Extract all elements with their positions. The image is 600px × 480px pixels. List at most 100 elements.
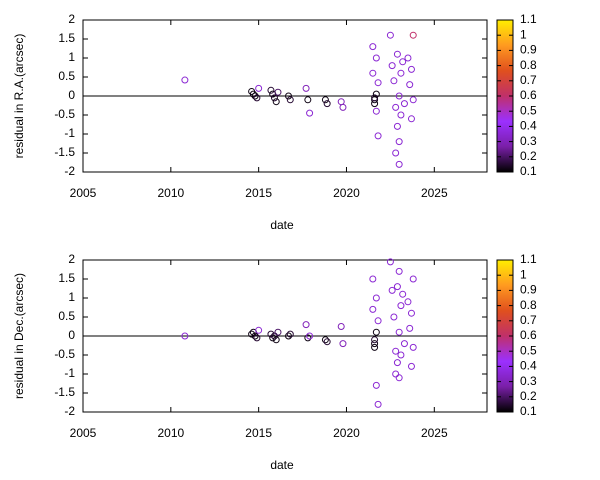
data-point — [321, 336, 329, 344]
data-point — [404, 298, 412, 306]
x-tick-label: 2005 — [70, 186, 97, 200]
data-point — [393, 122, 401, 130]
y-tick-label: -2 — [64, 164, 75, 178]
colorbar-tick-label: 0.1 — [520, 404, 537, 418]
data-point — [253, 334, 261, 342]
data-point — [372, 90, 380, 98]
colorbar-tick-label: 1 — [520, 27, 527, 41]
colorbar-tick-label: 0.2 — [520, 389, 537, 403]
colorbar-tick-label: 0.3 — [520, 374, 537, 388]
data-point — [321, 96, 329, 104]
x-tick-label: 2025 — [421, 426, 448, 440]
data-point — [371, 340, 379, 348]
data-point — [388, 286, 396, 294]
data-point — [390, 77, 398, 85]
data-point — [393, 359, 401, 367]
x-tick-label: 2010 — [157, 186, 184, 200]
colorbar-tick-label: 0.6 — [520, 88, 537, 102]
x-tick-label: 2025 — [421, 186, 448, 200]
data-point — [407, 65, 415, 73]
data-point — [395, 374, 403, 382]
colorbar-tick-label: 0.4 — [520, 119, 537, 133]
data-point — [323, 100, 331, 108]
y-tick-label: 2 — [68, 12, 75, 26]
y-axis-label: residual in R.A.(arcsec) — [12, 34, 26, 159]
colorbar-tick-label: 0.8 — [520, 298, 537, 312]
data-point — [302, 321, 310, 329]
y-tick-label: 0.5 — [58, 309, 75, 323]
x-tick-label: 2020 — [333, 426, 360, 440]
data-point — [372, 294, 380, 302]
data-point — [253, 94, 261, 102]
data-point — [400, 340, 408, 348]
y-tick-label: 0 — [68, 328, 75, 342]
data-point — [406, 324, 414, 332]
colorbar-tick-label: 0.9 — [520, 43, 537, 57]
y-tick-label: 1 — [68, 290, 75, 304]
y-tick-label: 1.5 — [58, 31, 75, 45]
data-point — [369, 305, 377, 313]
data-point — [181, 332, 189, 340]
y-tick-label: -0.5 — [54, 107, 75, 121]
data-point — [369, 43, 377, 51]
colorbar-tick-label: 0.4 — [520, 359, 537, 373]
data-point — [369, 275, 377, 283]
data-point — [393, 50, 401, 58]
data-point — [397, 302, 405, 310]
data-point — [400, 100, 408, 108]
colorbar-tick-label: 1.1 — [520, 12, 537, 26]
data-point — [397, 351, 405, 359]
y-tick-label: -1.5 — [54, 385, 75, 399]
data-point — [409, 31, 417, 39]
colorbar-tick-label: 0.7 — [520, 313, 537, 327]
data-point — [399, 58, 407, 66]
data-point — [339, 103, 347, 111]
data-point — [270, 94, 278, 102]
x-tick-label: 2010 — [157, 426, 184, 440]
colorbar-tick-label: 0.2 — [520, 149, 537, 163]
data-point — [407, 115, 415, 123]
data-point — [372, 54, 380, 62]
data-point — [269, 334, 277, 342]
data-point — [372, 107, 380, 115]
data-point — [399, 290, 407, 298]
colorbar-tick-label: 0.8 — [520, 58, 537, 72]
data-point — [255, 84, 263, 92]
data-point — [285, 332, 293, 340]
data-point — [371, 336, 379, 344]
data-point — [371, 94, 379, 102]
data-point — [181, 76, 189, 84]
colorbar-tick-label: 0.6 — [520, 328, 537, 342]
data-point — [286, 330, 294, 338]
colorbar-tick-label: 0.7 — [520, 73, 537, 87]
data-point — [409, 343, 417, 351]
data-point — [395, 160, 403, 168]
data-point — [374, 132, 382, 140]
data-point — [306, 332, 314, 340]
data-point — [374, 400, 382, 408]
data-point — [397, 111, 405, 119]
data-point — [272, 336, 280, 344]
x-tick-label: 2020 — [333, 186, 360, 200]
data-point — [407, 362, 415, 370]
data-point — [249, 90, 257, 98]
y-tick-label: -1 — [64, 126, 75, 140]
data-point — [306, 109, 314, 117]
data-point — [392, 347, 400, 355]
data-point — [392, 149, 400, 157]
colorbar-tick-label: 0.1 — [520, 164, 537, 178]
data-point — [386, 31, 394, 39]
data-point — [386, 258, 394, 266]
data-point — [323, 338, 331, 346]
data-point — [304, 96, 312, 104]
colorbar-tick-label: 0.5 — [520, 343, 537, 357]
data-point — [372, 381, 380, 389]
data-point — [302, 84, 310, 92]
y-tick-label: 0.5 — [58, 69, 75, 83]
data-point — [374, 317, 382, 325]
data-point — [393, 283, 401, 291]
data-point — [251, 332, 259, 340]
x-tick-label: 2005 — [70, 426, 97, 440]
